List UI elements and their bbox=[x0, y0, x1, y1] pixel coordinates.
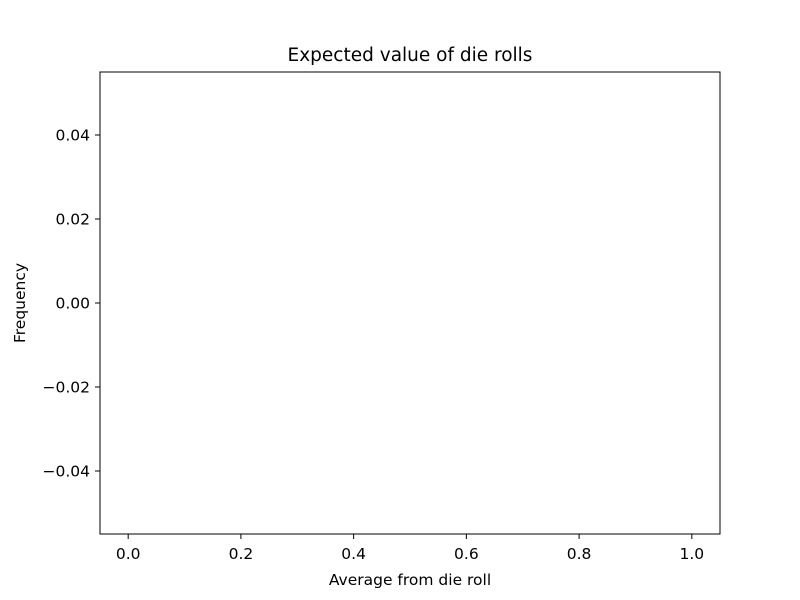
y-tick-label: 0.04 bbox=[55, 127, 90, 145]
chart-title: Expected value of die rolls bbox=[288, 45, 533, 66]
y-axis-ticks: −0.04 −0.02 0.00 0.02 0.04 bbox=[43, 127, 100, 481]
y-tick-label: 0.00 bbox=[55, 295, 90, 313]
x-tick-label: 0.2 bbox=[229, 545, 254, 563]
x-tick-label: 0.0 bbox=[116, 545, 141, 563]
plot-area: 0.0 0.2 0.4 0.6 0.8 1.0 −0.04 −0.02 0.00 0.02 0.0… bbox=[43, 71, 721, 563]
y-tick-label: −0.04 bbox=[43, 463, 91, 481]
y-tick-label: −0.02 bbox=[43, 379, 91, 397]
x-axis-label: Average from die roll bbox=[329, 571, 491, 589]
y-axis-label: Frequency bbox=[11, 263, 29, 343]
x-tick-label: 0.8 bbox=[567, 545, 592, 563]
x-tick-label: 0.6 bbox=[454, 545, 479, 563]
x-tick-label: 0.4 bbox=[341, 545, 366, 563]
x-tick-label: 1.0 bbox=[679, 545, 704, 563]
y-tick-label: 0.02 bbox=[55, 211, 90, 229]
x-axis-ticks: 0.0 0.2 0.4 0.6 0.8 1.0 bbox=[116, 534, 704, 563]
